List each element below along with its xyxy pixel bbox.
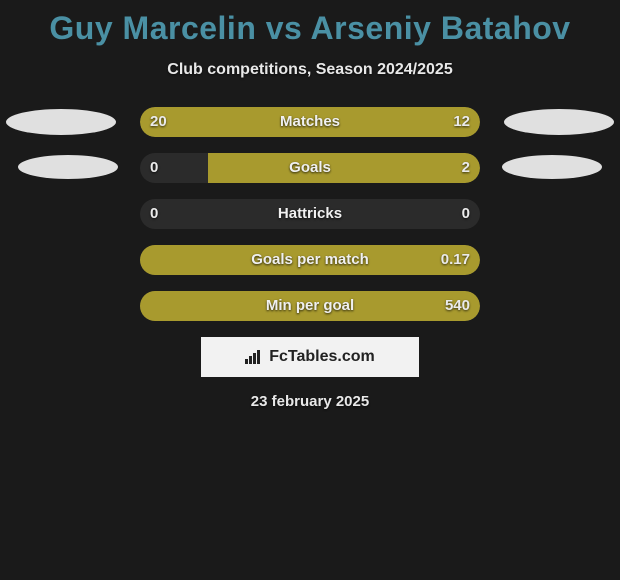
stat-value-right: 540 <box>445 291 470 321</box>
stat-label: Hattricks <box>140 199 480 229</box>
stat-value-right: 0 <box>462 199 470 229</box>
stat-label: Matches <box>140 107 480 137</box>
stat-value-left: 0 <box>150 153 158 183</box>
stat-label: Min per goal <box>140 291 480 321</box>
stat-value-right: 2 <box>462 153 470 183</box>
stat-row: 0 Hattricks 0 <box>0 199 620 229</box>
stat-value-left: 20 <box>150 107 167 137</box>
branding-text: FcTables.com <box>269 348 375 366</box>
stat-value-right: 12 <box>453 107 470 137</box>
stat-label: Goals <box>140 153 480 183</box>
chart-bars-icon <box>245 350 263 364</box>
comparison-chart: 20 Matches 12 0 Goals 2 0 Hattricks 0 Go… <box>0 107 620 321</box>
page-title: Guy Marcelin vs Arseniy Batahov <box>0 0 620 47</box>
branding-badge[interactable]: FcTables.com <box>201 337 419 377</box>
stat-label: Goals per match <box>140 245 480 275</box>
stat-row: 0 Goals 2 <box>0 153 620 183</box>
page-subtitle: Club competitions, Season 2024/2025 <box>0 61 620 79</box>
date-text: 23 february 2025 <box>0 393 620 410</box>
stat-row: 20 Matches 12 <box>0 107 620 137</box>
stat-row: Goals per match 0.17 <box>0 245 620 275</box>
stat-value-right: 0.17 <box>441 245 470 275</box>
stat-value-left: 0 <box>150 199 158 229</box>
stat-row: Min per goal 540 <box>0 291 620 321</box>
